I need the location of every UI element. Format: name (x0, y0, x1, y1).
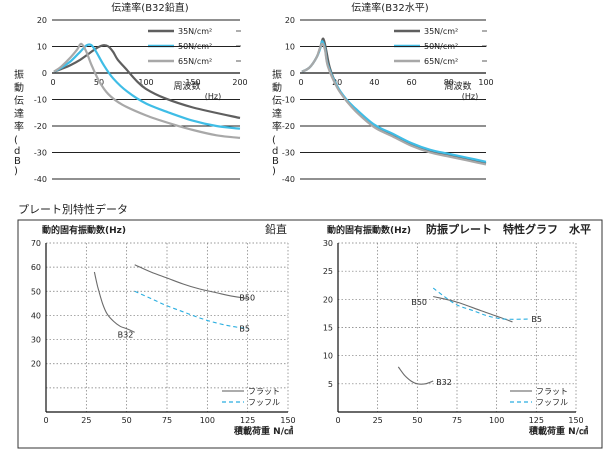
legend-label: 35N/cm² (178, 27, 212, 36)
x-tick-label: 25 (373, 416, 383, 425)
y-tick-label: 15 (323, 324, 333, 333)
bottom-panel-frame (17, 219, 603, 449)
series-label: B50 (411, 298, 427, 307)
series-line (301, 40, 487, 163)
y-axis-label: 振動伝達率(d B) (272, 68, 282, 177)
y-tick-label: 40 (31, 311, 41, 320)
y-tick-label: 10 (285, 43, 295, 52)
y-tick-label: 25 (323, 267, 333, 276)
y-tick-label: -10 (282, 96, 295, 105)
y-tick-label: 10 (323, 352, 333, 361)
series-line (93, 271, 135, 333)
y-tick-label: -30 (282, 149, 295, 158)
legend-label: フッフル (248, 398, 280, 407)
x-axis-label-line1: 周波数 (444, 80, 471, 92)
x-tick-label: 60 (407, 78, 417, 87)
x-tick-label: 75 (452, 416, 462, 425)
chart-title: 鉛直 (265, 222, 287, 236)
x-axis-label-line2: (Hz) (462, 92, 478, 101)
legend-label: フラット (536, 387, 568, 396)
x-axis-label-line1: 周波数 (173, 80, 200, 92)
x-tick-label: 150 (568, 416, 583, 425)
y-tick-label: -20 (34, 122, 47, 131)
series-label: B50 (239, 293, 255, 302)
series-label: B5 (531, 315, 542, 324)
x-tick-label: 0 (50, 78, 55, 87)
legend-label: フラット (248, 387, 280, 396)
x-axis-label-line2: (Hz) (205, 92, 221, 101)
series-label: B32 (118, 331, 134, 340)
series-line (53, 42, 241, 139)
y-tick-label: 20 (285, 16, 295, 25)
chart-title: 伝達率(B32鉛直) (111, 1, 188, 14)
y-tick-label: 0 (290, 69, 295, 78)
series-line (397, 366, 434, 385)
x-tick-label: 125 (529, 416, 544, 425)
y-tick-label: 70 (31, 239, 41, 248)
y-tick-label: 60 (31, 263, 41, 272)
x-tick-label: 50 (122, 416, 132, 425)
y-axis-label: 振動伝達率(d B) (14, 68, 24, 177)
y-tick-label: 30 (31, 336, 41, 345)
x-tick-label: 125 (240, 416, 255, 425)
x-tick-label: 75 (162, 416, 172, 425)
y-tick-label: 50 (31, 287, 41, 296)
y-tick-label: 0 (42, 69, 47, 78)
x-tick-label: 150 (280, 416, 295, 425)
y-tick-label: -30 (34, 149, 47, 158)
chart-title: 伝達率(B32水平) (351, 1, 428, 14)
series-line (53, 44, 241, 120)
section-title: プレート別特性データ (18, 202, 128, 216)
series-line (433, 295, 513, 323)
legend-label: 65N/cm² (424, 57, 458, 66)
x-tick-label: 25 (81, 416, 91, 425)
series-line (134, 290, 248, 330)
y-tick-label: -40 (34, 175, 47, 184)
y-axis-label: 動的固有振動数(Hz) (42, 224, 126, 236)
y-tick-label: -20 (282, 122, 295, 131)
legend-label: フッフル (536, 398, 568, 407)
series-label: B32 (436, 378, 452, 387)
chart-title: 防振プレート 特性グラフ 水平 (426, 222, 591, 236)
chart-transmissibility-vertical: 伝達率(B32鉛直) 振動伝達率(d B) 周波数 (Hz) 35N/cm²50N… (14, 1, 248, 184)
chart-transmissibility-horizontal: 伝達率(B32水平) 振動伝達率(d B) 周波数 (Hz) 35N/cm²50N… (272, 1, 494, 184)
x-axis-label: 積載荷重 N/㎠ (528, 425, 588, 437)
series-line (432, 287, 529, 320)
x-tick-label: 100 (478, 78, 493, 87)
x-tick-label: 0 (335, 416, 340, 425)
x-tick-label: 80 (444, 78, 454, 87)
x-tick-label: 150 (185, 78, 200, 87)
y-tick-label: -10 (34, 96, 47, 105)
x-tick-label: 100 (200, 416, 215, 425)
y-tick-label: -40 (282, 175, 295, 184)
series-label: B5 (239, 325, 250, 334)
x-tick-label: 100 (489, 416, 504, 425)
y-tick-label: 5 (328, 380, 333, 389)
x-tick-label: 20 (332, 78, 342, 87)
y-axis-label: 動的固有振動数(Hz) (327, 224, 411, 236)
y-tick-label: 10 (37, 43, 47, 52)
x-axis-label: 積載荷重 N/㎠ (233, 425, 293, 437)
y-tick-label: 20 (31, 360, 41, 369)
legend-label: 65N/cm² (178, 57, 212, 66)
y-tick-label: 20 (37, 16, 47, 25)
legend-label: 35N/cm² (424, 27, 458, 36)
series-line (301, 37, 487, 165)
series-line (134, 264, 248, 300)
x-tick-label: 40 (369, 78, 379, 87)
x-tick-label: 100 (138, 78, 153, 87)
y-tick-label: 30 (323, 239, 333, 248)
y-tick-label: 20 (323, 295, 333, 304)
x-tick-label: 0 (43, 416, 48, 425)
x-tick-label: 0 (298, 78, 303, 87)
series-line (53, 43, 241, 130)
x-tick-label: 50 (412, 416, 422, 425)
chart-natural-frequency-horizontal: 動的固有振動数(Hz) 防振プレート 特性グラフ 水平 積載荷重 N/㎠ フラッ… (323, 222, 591, 437)
x-tick-label: 200 (232, 78, 247, 87)
series-line (301, 42, 487, 166)
